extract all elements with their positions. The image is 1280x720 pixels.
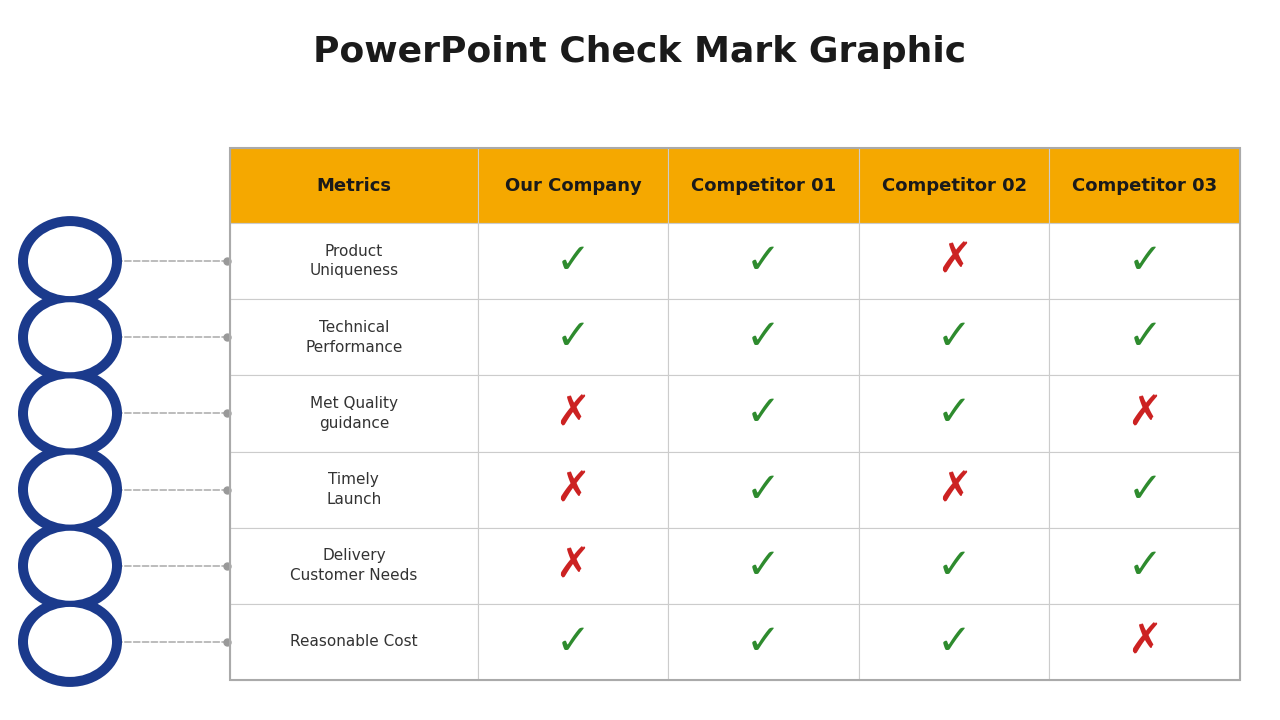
Text: ✗: ✗ <box>1128 621 1162 663</box>
Bar <box>1050 451 1240 528</box>
Text: Technical
Performance: Technical Performance <box>305 320 402 355</box>
Bar <box>230 300 477 375</box>
Text: ✓: ✓ <box>937 621 972 663</box>
Text: ✗: ✗ <box>937 240 972 282</box>
Text: ✓: ✓ <box>937 545 972 587</box>
Bar <box>668 451 859 528</box>
Text: ✓: ✓ <box>937 316 972 359</box>
Text: PowerPoint Check Mark Graphic: PowerPoint Check Mark Graphic <box>314 35 966 69</box>
Text: ✓: ✓ <box>1128 469 1162 510</box>
Bar <box>477 223 668 300</box>
Bar <box>668 148 859 223</box>
Ellipse shape <box>18 597 122 687</box>
Text: Met Quality
guidance: Met Quality guidance <box>310 396 398 431</box>
Ellipse shape <box>28 302 113 372</box>
Ellipse shape <box>28 531 113 600</box>
Bar <box>230 148 1240 680</box>
Text: Our Company: Our Company <box>504 176 641 194</box>
Text: ✓: ✓ <box>746 392 781 434</box>
Bar <box>1050 604 1240 680</box>
Text: ✓: ✓ <box>1128 240 1162 282</box>
Text: Competitor 01: Competitor 01 <box>691 176 836 194</box>
Bar <box>668 375 859 451</box>
Bar <box>230 375 477 451</box>
Text: ✓: ✓ <box>746 621 781 663</box>
Bar <box>1050 223 1240 300</box>
Ellipse shape <box>18 444 122 534</box>
Bar <box>1050 148 1240 223</box>
Bar <box>859 528 1050 604</box>
Text: ✓: ✓ <box>746 240 781 282</box>
Text: ✓: ✓ <box>937 392 972 434</box>
Bar <box>477 451 668 528</box>
Bar <box>230 451 477 528</box>
Text: Reasonable Cost: Reasonable Cost <box>291 634 417 649</box>
Text: Competitor 03: Competitor 03 <box>1073 176 1217 194</box>
Ellipse shape <box>28 454 113 525</box>
Bar <box>859 451 1050 528</box>
Ellipse shape <box>18 292 122 382</box>
Bar <box>477 375 668 451</box>
Bar <box>859 223 1050 300</box>
Text: ✗: ✗ <box>556 392 590 434</box>
Text: Product
Uniqueness: Product Uniqueness <box>310 243 398 279</box>
Bar <box>1050 300 1240 375</box>
Bar <box>859 375 1050 451</box>
Ellipse shape <box>28 607 113 677</box>
Bar <box>230 528 477 604</box>
Text: ✗: ✗ <box>937 469 972 510</box>
Text: ✓: ✓ <box>1128 316 1162 359</box>
Text: ✓: ✓ <box>556 240 590 282</box>
Bar <box>477 148 668 223</box>
Ellipse shape <box>18 369 122 459</box>
Text: ✓: ✓ <box>746 469 781 510</box>
Bar <box>668 528 859 604</box>
Bar <box>477 300 668 375</box>
Bar <box>668 604 859 680</box>
Text: ✗: ✗ <box>1128 392 1162 434</box>
Bar <box>859 300 1050 375</box>
Text: Competitor 02: Competitor 02 <box>882 176 1027 194</box>
Text: Timely
Launch: Timely Launch <box>326 472 381 507</box>
Bar <box>477 528 668 604</box>
Bar <box>1050 528 1240 604</box>
Text: ✓: ✓ <box>1128 545 1162 587</box>
Text: ✓: ✓ <box>746 545 781 587</box>
Bar <box>668 300 859 375</box>
Ellipse shape <box>28 379 113 449</box>
Bar <box>859 148 1050 223</box>
Ellipse shape <box>18 216 122 306</box>
Ellipse shape <box>28 226 113 296</box>
Text: ✓: ✓ <box>556 316 590 359</box>
Text: ✗: ✗ <box>556 545 590 587</box>
Text: ✗: ✗ <box>556 469 590 510</box>
Text: ✓: ✓ <box>556 621 590 663</box>
Text: Metrics: Metrics <box>316 176 392 194</box>
Ellipse shape <box>18 521 122 611</box>
Bar <box>230 604 477 680</box>
Bar <box>859 604 1050 680</box>
Bar <box>230 148 477 223</box>
Bar <box>230 223 477 300</box>
Text: Delivery
Customer Needs: Delivery Customer Needs <box>291 549 417 583</box>
Bar <box>668 223 859 300</box>
Text: ✓: ✓ <box>746 316 781 359</box>
Bar <box>1050 375 1240 451</box>
Bar <box>477 604 668 680</box>
